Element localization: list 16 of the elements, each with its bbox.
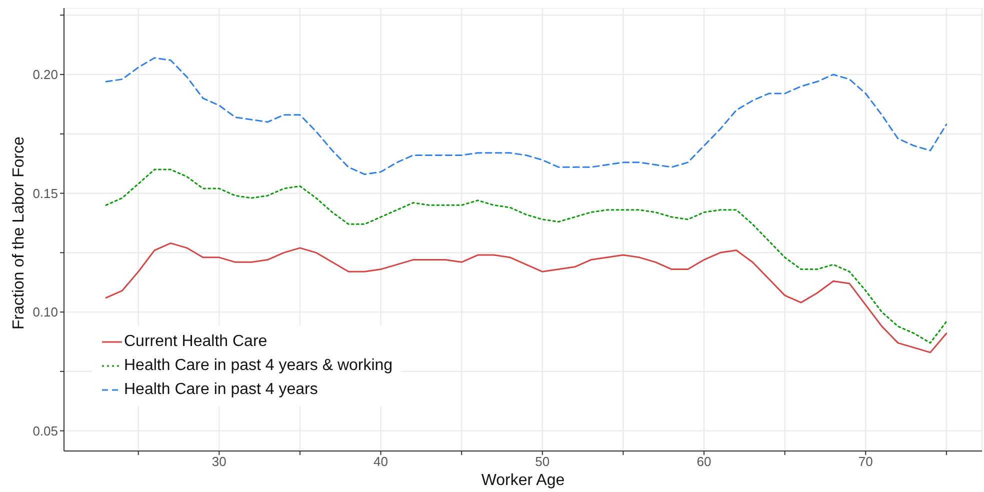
x-tick-label: 50 [535, 454, 550, 470]
x-tick-label: 60 [696, 454, 712, 470]
text: 0.20 [32, 67, 58, 82]
legend-label: Current Health Care [124, 333, 268, 351]
x-tick-label: 70 [858, 454, 873, 470]
x-tick-label: 30 [212, 454, 226, 470]
y-tick-label: 0.05 [32, 423, 58, 438]
y-axis-title: Fraction of the Labor Force [10, 136, 28, 330]
x-tick-label: 40 [374, 454, 388, 470]
line-series [105, 57, 948, 176]
legend-label: Health Care in past 4 years [124, 381, 318, 399]
legend-label: Health Care in past 4 years & working [124, 357, 393, 375]
text: 0.10 [32, 304, 58, 320]
line-series [105, 242, 948, 354]
y-tick-label: 0.15 [32, 186, 58, 201]
x-axis-title: Worker Age [481, 472, 565, 489]
